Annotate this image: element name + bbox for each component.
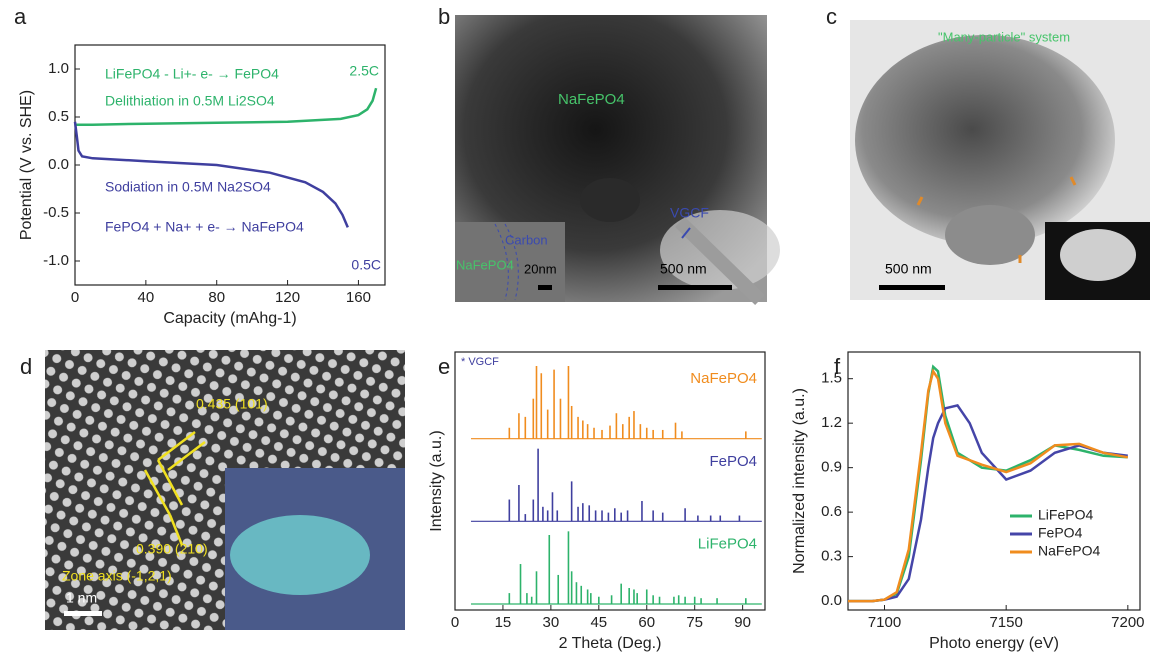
x-tick-label: 60 bbox=[638, 614, 655, 631]
data-line bbox=[848, 403, 1128, 603]
image-annotation: Carbon bbox=[505, 232, 548, 247]
legend-label: LiFePO4 bbox=[1038, 507, 1093, 523]
y-tick-label: 1.2 bbox=[821, 414, 842, 431]
y-tick-label: 1.5 bbox=[821, 370, 842, 387]
scale-label: 500 nm bbox=[660, 261, 707, 277]
x-tick-label: 80 bbox=[208, 289, 225, 306]
panel-label: c bbox=[826, 4, 837, 29]
plot-frame bbox=[454, 351, 766, 611]
hrtem-image-d bbox=[45, 350, 405, 630]
scale-label: 500 nm bbox=[885, 261, 932, 277]
x-axis-label: 2 Theta (Deg.) bbox=[559, 635, 662, 652]
y-tick-label: 0.6 bbox=[821, 503, 842, 520]
y-axis-label: Intensity (a.u.) bbox=[428, 430, 445, 531]
data-line bbox=[73, 121, 349, 228]
y-tick-label: 0.0 bbox=[821, 592, 842, 609]
y-tick-label: -1.0 bbox=[43, 252, 69, 269]
data-line bbox=[75, 87, 378, 126]
data-line bbox=[848, 364, 1128, 603]
annotation: FePO4 + Na+ + e- → NaFePO4 bbox=[105, 219, 304, 235]
series-label: LiFePO4 bbox=[698, 535, 757, 552]
annotation: 0.5C bbox=[351, 257, 381, 273]
y-axis-label: Normalized intensity (a.u.) bbox=[791, 388, 808, 574]
x-tick-label: 45 bbox=[590, 614, 607, 631]
panel-label: a bbox=[14, 4, 27, 29]
plot-frame bbox=[847, 351, 1141, 611]
panel-label: d bbox=[20, 354, 32, 379]
annotation: Sodiation in 0.5M Na2SO4 bbox=[105, 179, 271, 195]
x-tick-label: 90 bbox=[734, 614, 751, 631]
annotation: * VGCF bbox=[461, 356, 499, 368]
y-tick-label: 1.0 bbox=[48, 60, 69, 77]
legend-label: NaFePO4 bbox=[1038, 543, 1100, 559]
y-tick-label: 0.0 bbox=[48, 156, 69, 173]
y-tick-label: -0.5 bbox=[43, 204, 69, 221]
x-tick-label: 0 bbox=[71, 289, 79, 306]
series-label: FePO4 bbox=[709, 453, 757, 470]
y-tick-label: 0.5 bbox=[48, 108, 69, 125]
y-tick-label: 0.9 bbox=[821, 459, 842, 476]
x-axis-label: Photo energy (eV) bbox=[929, 635, 1059, 652]
image-annotation: 0.390 (210) bbox=[136, 541, 208, 557]
x-tick-label: 0 bbox=[451, 614, 459, 631]
annotation: 2.5C bbox=[349, 63, 379, 79]
annotation: LiFePO4 - Li+- e- → FePO4 bbox=[105, 66, 279, 82]
data-line bbox=[848, 368, 1129, 603]
x-axis-label: Capacity (mAhg-1) bbox=[163, 310, 296, 327]
tem-image-c bbox=[850, 20, 1150, 300]
x-tick-label: 120 bbox=[275, 289, 300, 306]
x-tick-label: 7200 bbox=[1111, 614, 1144, 631]
x-tick-label: 75 bbox=[686, 614, 703, 631]
series-label: NaFePO4 bbox=[690, 370, 757, 387]
x-tick-label: 30 bbox=[543, 614, 560, 631]
image-annotation: NaFePO4 bbox=[456, 257, 514, 272]
x-tick-label: 7150 bbox=[989, 614, 1022, 631]
image-annotation: 0.435 (101) bbox=[196, 396, 268, 412]
image-annotation: Zone axis (-1,2,1) bbox=[62, 568, 172, 584]
x-tick-label: 40 bbox=[138, 289, 155, 306]
y-axis-label: Potential (V vs. SHE) bbox=[18, 90, 35, 240]
scale-label: 1 nm bbox=[66, 590, 97, 606]
panel-label: e bbox=[438, 354, 450, 379]
panel-label: b bbox=[438, 4, 450, 29]
x-tick-label: 160 bbox=[346, 289, 371, 306]
image-annotation: NaFePO4 bbox=[558, 91, 625, 108]
tem-image-b bbox=[455, 15, 780, 306]
image-annotation: "Many-particle" system bbox=[938, 29, 1070, 44]
scale-label: 20nm bbox=[524, 261, 557, 276]
panel-label: f bbox=[834, 354, 841, 379]
y-tick-label: 0.3 bbox=[821, 548, 842, 565]
annotation: Delithiation in 0.5M Li2SO4 bbox=[105, 93, 275, 109]
x-tick-label: 15 bbox=[495, 614, 512, 631]
x-tick-label: 7100 bbox=[868, 614, 901, 631]
legend-label: FePO4 bbox=[1038, 525, 1083, 541]
image-annotation: VGCF bbox=[670, 205, 709, 221]
